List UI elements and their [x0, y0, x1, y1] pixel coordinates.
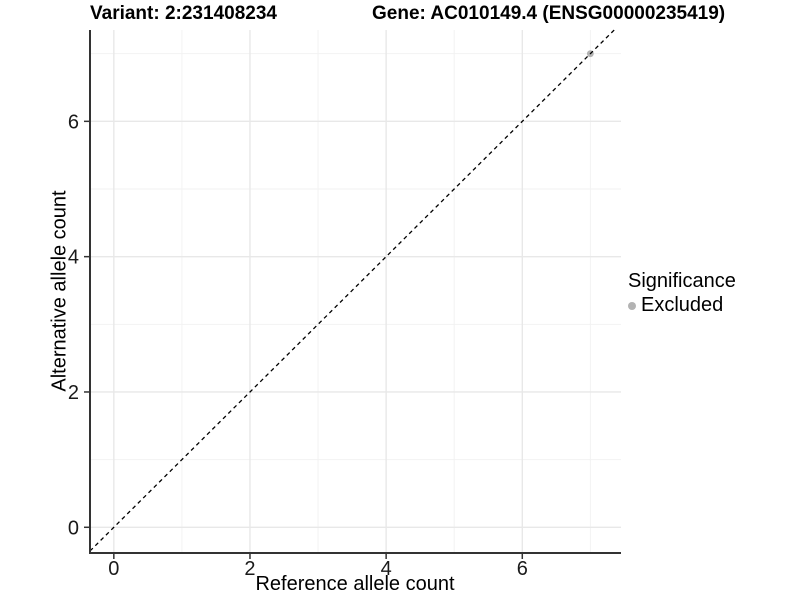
x-tick-label: 0 — [108, 558, 119, 580]
x-tick-label: 2 — [244, 558, 255, 580]
legend: Significance Excluded — [628, 270, 736, 317]
identity-reference-line — [89, 29, 615, 552]
x-tick-label: 4 — [381, 558, 392, 580]
y-tick-label: 6 — [68, 111, 79, 133]
y-axis-title: Alternative allele count — [48, 190, 71, 392]
y-tick-label: 2 — [68, 382, 79, 404]
legend-title: Significance — [628, 270, 736, 292]
y-tick-label: 4 — [68, 247, 79, 269]
x-axis-title: Reference allele count — [255, 573, 455, 595]
legend-key-dot-icon — [628, 301, 636, 310]
plot-title-variant: Variant: 2:231408234 — [90, 3, 277, 24]
y-tick-label: 0 — [68, 517, 79, 539]
plot-title-gene: Gene: AC010149.4 (ENSG00000235419) — [372, 3, 726, 24]
legend-item-excluded: Excluded — [628, 294, 736, 317]
x-tick-label: 6 — [517, 558, 528, 580]
legend-item-label: Excluded — [641, 294, 724, 316]
